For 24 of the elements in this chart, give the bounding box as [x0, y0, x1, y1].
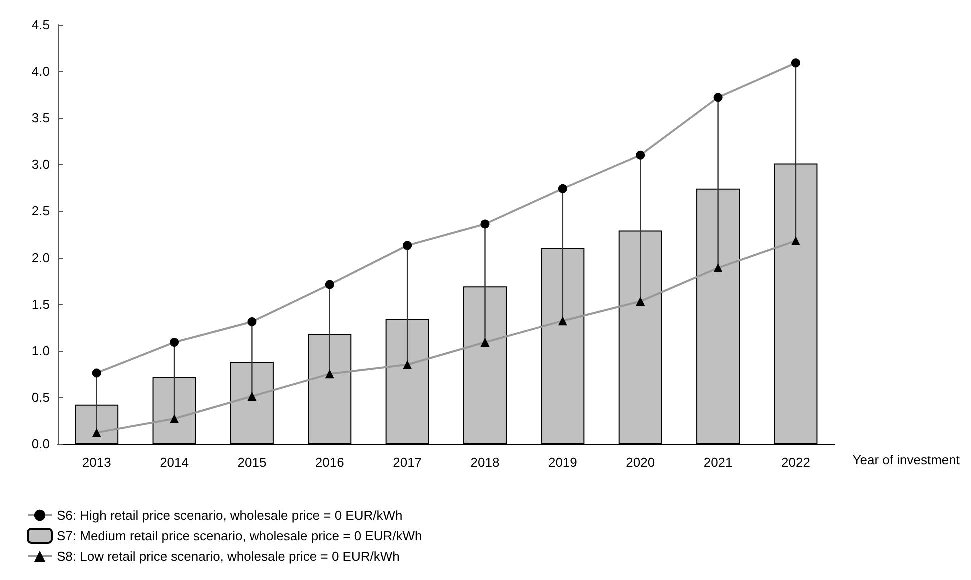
y-tick-label: 3.5: [32, 110, 50, 126]
legend-label: S6: High retail price scenario, wholesale price = 0 EUR/kWh: [57, 508, 403, 523]
y-tick-label: 2.0: [32, 250, 50, 266]
x-tick-label: 2013: [82, 455, 112, 470]
x-axis-title: Year of investment: [852, 452, 960, 468]
y-tick-label: 0.5: [32, 390, 50, 405]
legend-label: S8: Low retail price scenario, wholesale price = 0 EUR/kWh: [57, 549, 400, 564]
x-tick-label: 2015: [238, 455, 267, 470]
x-tick-label: 2017: [393, 455, 422, 470]
y-tick-label: 2.5: [32, 204, 50, 219]
y-tick-label: 3.0: [32, 157, 50, 172]
legend-label: S7: Medium retail price scenario, wholesale price = 0 EUR/kWh: [57, 528, 422, 544]
x-tick-label: 2016: [315, 455, 344, 470]
y-tick-label: 4.5: [32, 18, 50, 32]
y-tick-label: 0.0: [32, 436, 50, 452]
x-tick-label: 2018: [470, 455, 500, 470]
x-tick-label: 2022: [782, 455, 810, 470]
y-tick-label: 1.0: [32, 343, 50, 358]
y-tick-label: 4.0: [32, 64, 50, 80]
x-tick-label: 2020: [626, 455, 656, 470]
x-tick-label: 2019: [548, 455, 578, 470]
x-tick-label: 2014: [160, 455, 189, 470]
y-tick-label: 1.5: [32, 296, 50, 312]
x-tick-label: 2021: [704, 455, 733, 470]
